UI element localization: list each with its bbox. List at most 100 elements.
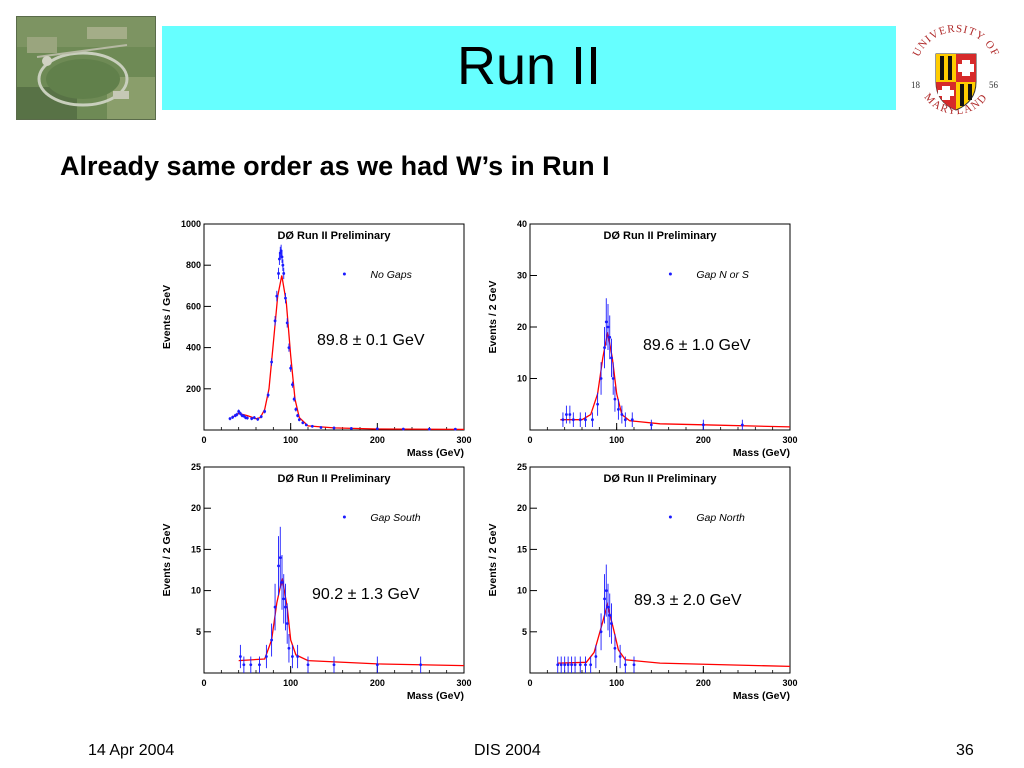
y-tick-label: 25 bbox=[517, 462, 527, 472]
plot-frame bbox=[529, 466, 791, 674]
data-point bbox=[242, 663, 246, 667]
data-point bbox=[568, 413, 572, 416]
mass-annotation-gap-south: 90.2 ± 1.3 GeV bbox=[312, 586, 420, 603]
plot-gap-n-or-s: 0 100 200 300 10 20 30 40 Mass (GeV) Events / 2 G… bbox=[482, 212, 802, 467]
seal-year-left: 18 bbox=[911, 80, 921, 90]
data-point bbox=[304, 423, 308, 427]
x-tick-label: 200 bbox=[696, 435, 711, 445]
data-point bbox=[649, 423, 653, 427]
accelerator-aerial-image bbox=[17, 17, 155, 119]
x-axis-label: Mass (GeV) bbox=[733, 447, 790, 459]
slide-headline: Already same order as we had W’s in Run … bbox=[60, 151, 610, 181]
data-point bbox=[319, 426, 323, 429]
data-point bbox=[591, 418, 594, 422]
maryland-shield-icon bbox=[935, 53, 977, 111]
data-point bbox=[599, 630, 603, 634]
y-tick-label: 5 bbox=[522, 627, 527, 637]
data-point bbox=[228, 417, 232, 421]
data-point bbox=[740, 423, 744, 427]
data-point bbox=[613, 646, 617, 650]
data-point bbox=[242, 414, 246, 418]
y-tick-label: 200 bbox=[186, 384, 201, 394]
data-point bbox=[306, 663, 310, 667]
x-tick-label: 0 bbox=[527, 435, 532, 445]
data-point bbox=[270, 638, 273, 642]
data-point bbox=[301, 421, 305, 425]
x-tick-label: 100 bbox=[283, 435, 298, 445]
data-point bbox=[606, 605, 610, 609]
y-tick-label: 800 bbox=[186, 260, 201, 270]
x-tick-label: 200 bbox=[696, 678, 711, 688]
data-point bbox=[252, 416, 256, 420]
plot-frame bbox=[203, 466, 465, 674]
x-tick-label: 0 bbox=[201, 435, 206, 445]
y-tick-label: 15 bbox=[517, 544, 527, 554]
y-tick-label: 1000 bbox=[181, 219, 201, 229]
x-tick-label: 200 bbox=[370, 678, 385, 688]
data-point bbox=[332, 426, 336, 430]
data-point bbox=[285, 622, 289, 625]
plot-svg: 0 100 200 300 5 10 15 20 25 Mass (GeV) Events / 2 … bbox=[487, 462, 798, 702]
y-tick-label: 5 bbox=[196, 627, 201, 637]
data-point bbox=[578, 418, 582, 422]
data-point bbox=[603, 597, 606, 601]
data-point bbox=[375, 663, 379, 667]
data-point bbox=[610, 356, 613, 360]
y-tick-label: 20 bbox=[517, 322, 527, 332]
data-point bbox=[604, 589, 608, 592]
legend-label: Gap North bbox=[696, 512, 745, 524]
data-point bbox=[294, 408, 298, 411]
plot-svg: 0 100 200 300 200 400 600 800 1000 Mass (GeV) Even… bbox=[161, 219, 472, 459]
data-point bbox=[273, 605, 277, 609]
x-axis-label: Mass (GeV) bbox=[407, 447, 464, 459]
data-point bbox=[565, 413, 568, 416]
data-point bbox=[453, 427, 457, 431]
plot-gap-north: 0 100 200 300 5 10 15 20 25 Mass (GeV) Events / 2 … bbox=[482, 455, 802, 710]
data-point bbox=[573, 663, 577, 667]
data-point bbox=[556, 663, 560, 667]
footer-date: 14 Apr 2004 bbox=[88, 742, 175, 759]
x-tick-label: 300 bbox=[456, 678, 471, 688]
data-point bbox=[561, 418, 565, 422]
data-point bbox=[563, 663, 567, 667]
y-tick-label: 10 bbox=[517, 586, 527, 596]
y-tick-label: 15 bbox=[191, 544, 201, 554]
data-point bbox=[419, 663, 423, 667]
y-tick-label: 400 bbox=[186, 343, 201, 353]
data-point bbox=[599, 377, 603, 380]
data-point bbox=[584, 663, 587, 667]
y-tick-label: 20 bbox=[191, 503, 201, 513]
x-tick-label: 100 bbox=[283, 678, 298, 688]
data-point bbox=[618, 655, 622, 658]
x-tick-label: 300 bbox=[782, 435, 797, 445]
data-point bbox=[231, 415, 234, 419]
legend-label: Gap N or S bbox=[696, 269, 749, 281]
data-point bbox=[296, 655, 299, 658]
data-point bbox=[401, 427, 405, 431]
y-tick-label: 40 bbox=[517, 219, 527, 229]
mass-annotation-no-gaps: 89.8 ± 0.1 GeV bbox=[317, 332, 425, 349]
data-point bbox=[273, 319, 277, 323]
data-point bbox=[278, 556, 282, 560]
data-point bbox=[239, 655, 242, 658]
data-point bbox=[287, 346, 291, 349]
data-point bbox=[630, 418, 634, 422]
data-point bbox=[282, 597, 286, 601]
data-point bbox=[249, 663, 253, 667]
data-point bbox=[280, 255, 284, 259]
footer-event: DIS 2004 bbox=[474, 742, 541, 759]
university-seal-logo: UNIVERSITY OF MARYLAND 18 56 bbox=[898, 16, 1014, 120]
y-tick-label: 600 bbox=[186, 301, 201, 311]
data-point bbox=[584, 418, 587, 422]
data-point bbox=[559, 663, 563, 667]
data-point bbox=[620, 413, 624, 416]
data-point bbox=[596, 402, 599, 406]
y-tick-label: 25 bbox=[191, 462, 201, 472]
y-axis-label: Events / 2 GeV bbox=[487, 524, 499, 597]
data-point bbox=[610, 622, 613, 625]
seal-year-right: 56 bbox=[989, 80, 999, 90]
data-point bbox=[375, 427, 379, 431]
data-point bbox=[613, 397, 617, 401]
data-point bbox=[608, 613, 612, 617]
plot-frame bbox=[203, 223, 465, 431]
